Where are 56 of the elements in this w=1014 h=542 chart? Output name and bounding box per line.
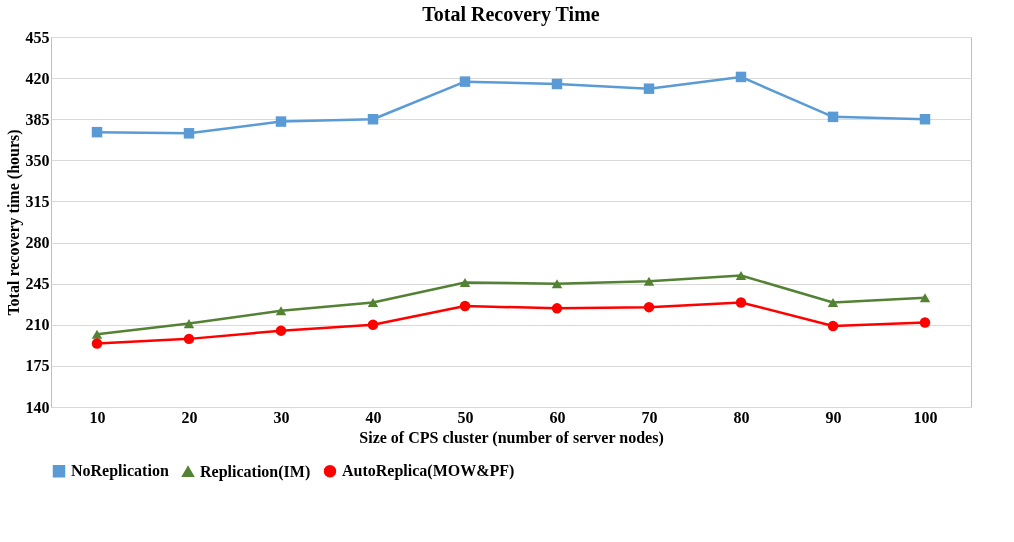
legend-label: AutoReplica(MOW&PF) — [342, 462, 515, 481]
point — [827, 320, 839, 332]
point — [643, 83, 655, 94]
point — [459, 300, 471, 312]
point — [919, 113, 931, 125]
y-tick-label: 350 — [25, 151, 50, 169]
x-tick-label: 60 — [549, 408, 566, 426]
point — [183, 319, 195, 329]
point — [551, 78, 563, 90]
x-tick-label: 100 — [913, 408, 938, 426]
point — [827, 297, 839, 307]
point — [183, 333, 195, 345]
point — [275, 325, 287, 336]
point — [827, 111, 839, 123]
x-tick-label: 80 — [733, 408, 750, 426]
y-axis-title: Total recovery time (hours) — [4, 129, 23, 316]
y-tick-label: 420 — [25, 69, 50, 87]
point — [183, 128, 195, 139]
x-axis-title: Size of CPS cluster (number of server nodes) — [359, 428, 664, 447]
point — [275, 306, 287, 316]
point — [735, 297, 747, 308]
x-tick-label: 90 — [825, 408, 842, 426]
x-tick-label: 70 — [641, 408, 658, 426]
point — [459, 76, 471, 87]
y-tick-label: 245 — [25, 275, 50, 293]
x-tick-label: 10 — [89, 408, 106, 426]
point — [91, 338, 103, 349]
x-tick-label: 20 — [181, 408, 198, 426]
x-tick-label: 40 — [365, 408, 382, 426]
x-tick-label: 50 — [457, 408, 474, 426]
point — [919, 293, 931, 303]
point — [275, 116, 287, 127]
y-tick-label: 455 — [25, 28, 50, 46]
y-tick-label: 315 — [25, 192, 50, 210]
y-tick-label: 385 — [25, 110, 50, 128]
y-tick-label: 280 — [25, 234, 50, 252]
point — [91, 329, 103, 339]
legend-label: NoReplication — [71, 462, 169, 481]
x-tick-label: 30 — [273, 408, 290, 426]
point — [735, 71, 747, 83]
point — [459, 277, 471, 288]
legend-label: Replication(IM) — [200, 462, 311, 481]
point — [643, 301, 655, 313]
point — [91, 126, 103, 138]
point — [367, 319, 379, 331]
point — [367, 113, 379, 125]
point — [919, 317, 931, 328]
y-tick-label: 175 — [25, 357, 50, 375]
y-tick-label: 140 — [25, 398, 50, 416]
point — [551, 303, 563, 314]
point — [643, 276, 655, 286]
point — [367, 297, 379, 307]
y-tick-label: 210 — [25, 316, 50, 334]
point — [735, 270, 747, 280]
chart-title: Total Recovery Time — [422, 3, 600, 26]
point — [551, 279, 563, 289]
